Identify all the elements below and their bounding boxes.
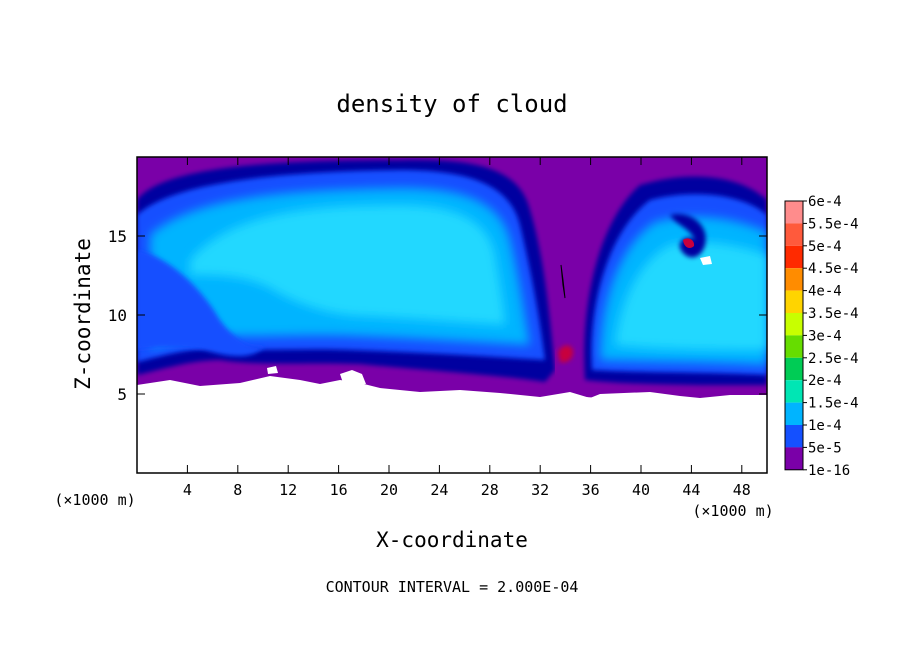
plot-area bbox=[137, 157, 767, 473]
colorbar-swatch bbox=[785, 268, 803, 291]
x-unit-label-left: (×1000 m) bbox=[54, 491, 135, 509]
y-tick-label: 5 bbox=[117, 385, 127, 404]
cloud-hole bbox=[700, 256, 712, 265]
cloud-field bbox=[137, 157, 767, 398]
colorbar-label: 3.5e-4 bbox=[808, 306, 859, 322]
cloud-hole-3 bbox=[340, 370, 366, 386]
colorbar-label: 5e-5 bbox=[808, 440, 842, 456]
cloud-hole-2 bbox=[267, 366, 278, 374]
colorbar-label: 3e-4 bbox=[808, 328, 842, 344]
colorbar-label: 1e-4 bbox=[808, 418, 842, 434]
cloud-core-cyan bbox=[190, 205, 505, 325]
y-tick-label: 10 bbox=[108, 306, 127, 325]
colorbar-swatch-bottom bbox=[785, 447, 803, 470]
cloud-right-curl bbox=[670, 214, 706, 258]
clear-air-region bbox=[137, 388, 767, 473]
x-tick-label: 20 bbox=[380, 481, 398, 499]
colorbar-label: 1.5e-4 bbox=[808, 396, 859, 412]
x-tick-label: 28 bbox=[481, 481, 499, 499]
colorbar-swatch bbox=[785, 223, 803, 246]
x-unit-label-right: (×1000 m) bbox=[692, 502, 773, 520]
x-tick-label: 40 bbox=[632, 481, 650, 499]
contour-interval-footer: CONTOUR INTERVAL = 2.000E-04 bbox=[326, 578, 579, 596]
cloud-contour-line bbox=[560, 264, 566, 299]
x-tick-label: 24 bbox=[430, 481, 448, 499]
cloud-left-lobe bbox=[137, 250, 265, 357]
x-tick-label: 8 bbox=[233, 481, 242, 499]
colorbar-swatch bbox=[785, 245, 803, 269]
cloud-core-cyan-right bbox=[615, 242, 767, 350]
cloud-right-curl-red bbox=[683, 238, 695, 248]
colorbar-label: 1e-16 bbox=[808, 463, 850, 479]
colorbar-label: 6e-4 bbox=[808, 194, 842, 210]
colorbar-swatch bbox=[785, 380, 803, 403]
colorbar-swatch bbox=[785, 357, 803, 381]
colorbar-swatch bbox=[785, 425, 803, 448]
x-tick-label: 4 bbox=[183, 481, 192, 499]
colorbar-swatch bbox=[785, 313, 803, 336]
colorbar-label: 2e-4 bbox=[808, 373, 842, 389]
x-tick-label: 12 bbox=[279, 481, 297, 499]
x-tick-label: 48 bbox=[733, 481, 751, 499]
colorbar-label: 2.5e-4 bbox=[808, 351, 859, 367]
x-tick-label: 16 bbox=[330, 481, 348, 499]
chart-title: density of cloud bbox=[336, 90, 567, 118]
colorbar-swatch bbox=[785, 201, 803, 224]
colorbar-swatch bbox=[785, 290, 803, 313]
x-tick-label: 44 bbox=[682, 481, 700, 499]
colorbar-label: 5e-4 bbox=[808, 239, 842, 255]
colorbar-swatch bbox=[785, 335, 803, 358]
colorbar-label: 4e-4 bbox=[808, 284, 842, 300]
colorbar: 6e-4 5.5e-4 5e-4 4.5e-4 4e-4 3.5e-4 3e-4 2.5e-4… bbox=[784, 194, 859, 479]
y-tick-label: 15 bbox=[108, 227, 127, 246]
cloud-gap-redspot bbox=[558, 345, 574, 363]
colorbar-label: 5.5e-4 bbox=[808, 216, 859, 232]
x-tick-label: 32 bbox=[531, 481, 549, 499]
y-axis-label: Z-coordinate bbox=[71, 238, 95, 390]
colorbar-swatch bbox=[785, 402, 803, 425]
colorbar-label: 4.5e-4 bbox=[808, 261, 859, 277]
x-axis-label: X-coordinate bbox=[376, 528, 528, 552]
x-tick-label: 36 bbox=[582, 481, 600, 499]
